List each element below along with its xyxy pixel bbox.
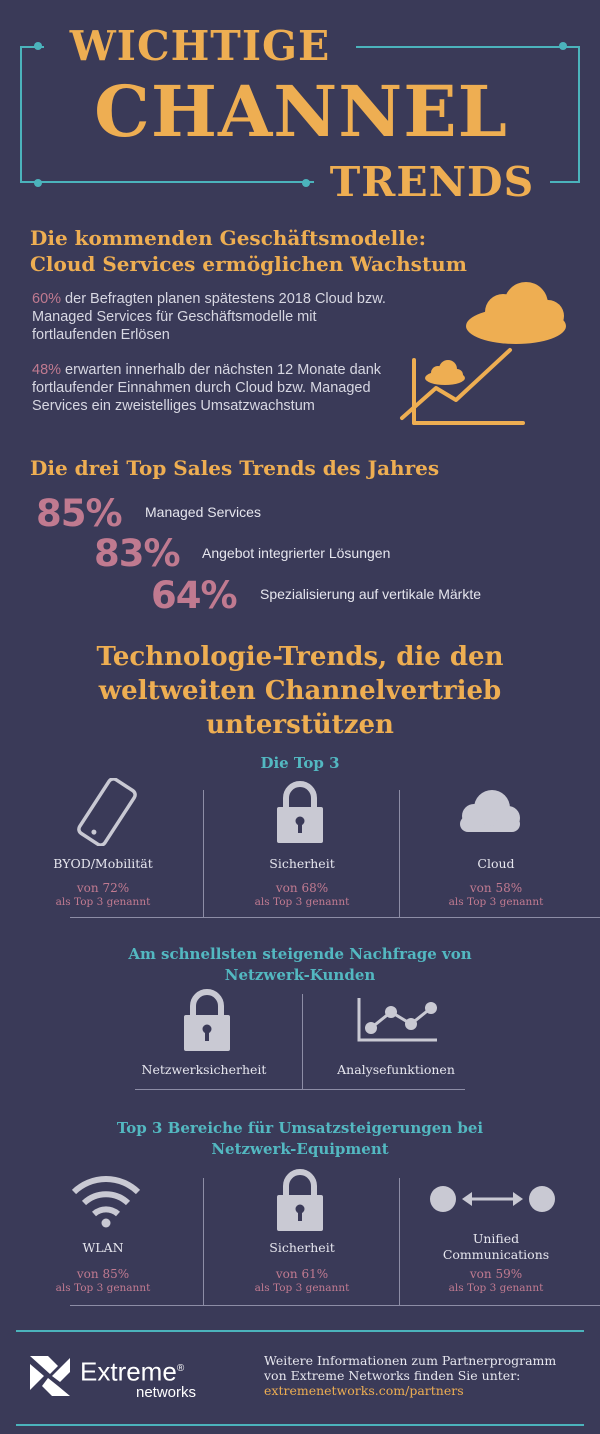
divider: [70, 917, 600, 918]
brand-registered: ®: [176, 1363, 185, 1374]
business-stat-1-pct: 60%: [32, 291, 62, 307]
equipment-sub-1: als Top 3 genannt: [55, 1282, 151, 1294]
smartphone-icon: [77, 778, 137, 846]
footer-divider: [16, 1330, 584, 1332]
sales-trend-2-label: Angebot integrierter Lösungen: [202, 545, 391, 561]
sales-trend-2-pct: 83%: [94, 532, 181, 575]
brand-sub: networks: [136, 1384, 197, 1401]
top3-value-1: von 72%: [76, 881, 130, 895]
tech-heading-line-2: weltweiten Channelvertrieb: [98, 676, 502, 706]
title-line-1: WICHTIGE: [44, 26, 356, 67]
demand-label-1: Netzwerksicherheit: [141, 1062, 267, 1077]
top3-value-3: von 58%: [469, 881, 523, 895]
demand-label-2: Analysefunktionen: [337, 1062, 455, 1077]
divider: [135, 1089, 465, 1090]
business-stat-1: 60% der Befragten planen spätestens 2018…: [32, 290, 387, 344]
business-heading-1: Die kommenden Geschäftsmodelle:: [30, 226, 426, 250]
frame-dot: [559, 42, 567, 50]
lock-icon: [277, 1169, 323, 1231]
top3-sub-3: als Top 3 genannt: [448, 896, 544, 908]
equipment-sub-3: als Top 3 genannt: [448, 1282, 544, 1294]
tech-heading: Technologie-Trends, die den weltweiten C…: [0, 640, 600, 742]
partners-link[interactable]: extremenetworks.com/partners: [264, 1383, 464, 1398]
brand-name: Extreme®: [80, 1354, 184, 1387]
sales-trend-3-label: Spezialisierung auf vertikale Märkte: [260, 586, 481, 602]
extreme-networks-logo: Extreme® networks: [30, 1352, 250, 1408]
equipment-sub-2: als Top 3 genannt: [254, 1282, 350, 1294]
business-stat-1-text: der Befragten planen spätestens 2018 Clo…: [32, 291, 386, 343]
line-chart-icon: [357, 998, 437, 1042]
equipment-label-3-line-2: Communications: [442, 1247, 550, 1262]
top3-label-2: Sicherheit: [269, 856, 335, 871]
divider: [70, 1305, 600, 1306]
demand-heading-line-1: Am schnellsten steigende Nachfrage von: [128, 945, 472, 963]
sales-heading: Die drei Top Sales Trends des Jahres: [30, 456, 440, 480]
cloud-growth-icon: [400, 282, 566, 425]
equipment-label-2: Sicherheit: [269, 1240, 335, 1255]
cloud-icon: [460, 790, 520, 832]
tech-heading-line-3: unterstützen: [206, 710, 394, 740]
brand-text: Extreme: [80, 1356, 177, 1387]
frame-dot: [302, 179, 310, 187]
sales-trend-3-pct: 64%: [151, 574, 238, 617]
footer-divider: [16, 1424, 584, 1426]
sales-trend-1-label: Managed Services: [145, 504, 261, 520]
divider: [399, 1178, 400, 1306]
top3-value-2: von 68%: [275, 881, 329, 895]
divider: [302, 994, 303, 1090]
business-stat-2-pct: 48%: [32, 362, 62, 378]
business-stat-2: 48% erwarten innerhalb der nächsten 12 M…: [32, 361, 397, 415]
divider: [203, 790, 204, 918]
title-line-2: CHANNEL: [36, 77, 566, 147]
divider: [399, 790, 400, 918]
communications-icon: [430, 1186, 555, 1212]
demand-heading: Am schnellsten steigende Nachfrage von N…: [0, 944, 600, 986]
footer-info-line-2: von Extreme Networks finden Sie unter:: [264, 1368, 521, 1383]
top3-label-3: Cloud: [477, 856, 515, 871]
equipment-label-3-line-1: Unified: [472, 1231, 520, 1246]
top3-heading: Die Top 3: [260, 754, 340, 772]
equipment-value-2: von 61%: [275, 1267, 329, 1281]
footer-info: Weitere Informationen zum Partnerprogram…: [264, 1353, 594, 1398]
frame-dot: [34, 42, 42, 50]
extreme-logo-icon: [30, 1356, 70, 1396]
sales-trend-1-pct: 85%: [36, 492, 123, 535]
equipment-value-1: von 85%: [76, 1267, 130, 1281]
demand-heading-line-2: Netzwerk-Kunden: [224, 966, 376, 984]
wifi-icon: [71, 1176, 141, 1228]
top3-label-1: BYOD/Mobilität: [53, 856, 153, 871]
lock-icon: [277, 781, 323, 843]
tech-heading-line-1: Technologie-Trends, die den: [96, 642, 504, 672]
divider: [203, 1178, 204, 1306]
frame-dot: [34, 179, 42, 187]
top3-sub-2: als Top 3 genannt: [254, 896, 350, 908]
equipment-heading-line-2: Netzwerk-Equipment: [211, 1140, 389, 1158]
equipment-label-3: Unified Communications: [393, 1231, 599, 1263]
lock-icon: [184, 989, 230, 1051]
business-heading-2: Cloud Services ermöglichen Wachstum: [30, 252, 467, 276]
equipment-value-3: von 59%: [469, 1267, 523, 1281]
title-line-3: TRENDS: [314, 162, 550, 203]
top3-sub-1: als Top 3 genannt: [55, 896, 151, 908]
equipment-heading-line-1: Top 3 Bereiche für Umsatzsteigerungen be…: [116, 1119, 484, 1137]
equipment-label-1: WLAN: [82, 1240, 124, 1255]
business-stat-2-text: erwarten innerhalb der nächsten 12 Monat…: [32, 362, 382, 414]
equipment-heading: Top 3 Bereiche für Umsatzsteigerungen be…: [0, 1118, 600, 1160]
footer-info-line-1: Weitere Informationen zum Partnerprogram…: [264, 1353, 557, 1368]
